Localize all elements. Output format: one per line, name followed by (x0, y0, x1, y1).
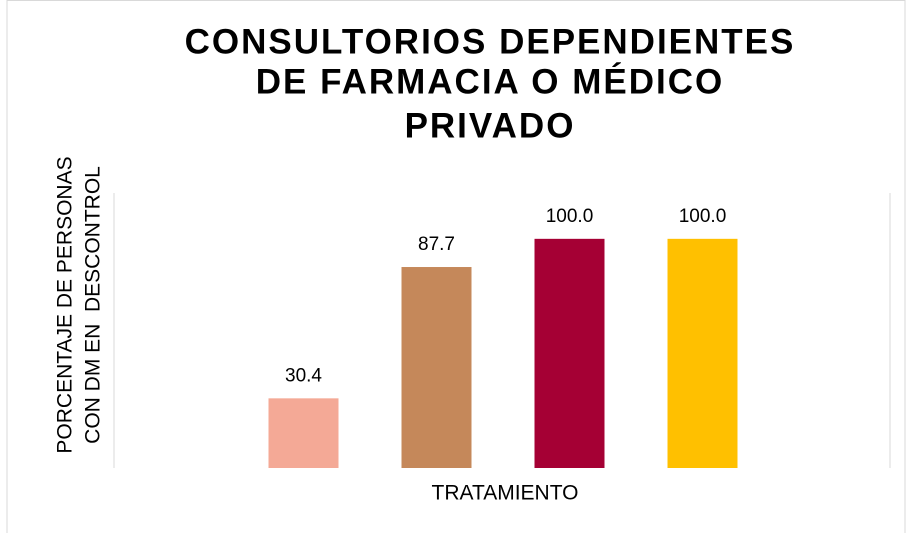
chart-title: DE FARMACIA O MÉDICO (256, 61, 724, 101)
data-label: 100.0 (679, 206, 727, 227)
bar (534, 238, 605, 468)
y-axis-label: CON DM EN DESCONTROL (82, 166, 105, 444)
chart-border (6, 0, 906, 533)
data-label: 100.0 (546, 206, 594, 227)
bar (401, 267, 472, 468)
data-label: 87.7 (418, 234, 455, 255)
bar (667, 238, 738, 468)
y-axis-label: PORCENTAJE DE PERSONAS (54, 156, 77, 453)
chart-title: PRIVADO (405, 106, 576, 145)
x-axis-label: TRATAMIENTO (432, 482, 579, 505)
data-label: 30.4 (285, 365, 322, 386)
bar (268, 398, 339, 468)
chart-title: CONSULTORIOS DEPENDIENTES (185, 22, 796, 61)
